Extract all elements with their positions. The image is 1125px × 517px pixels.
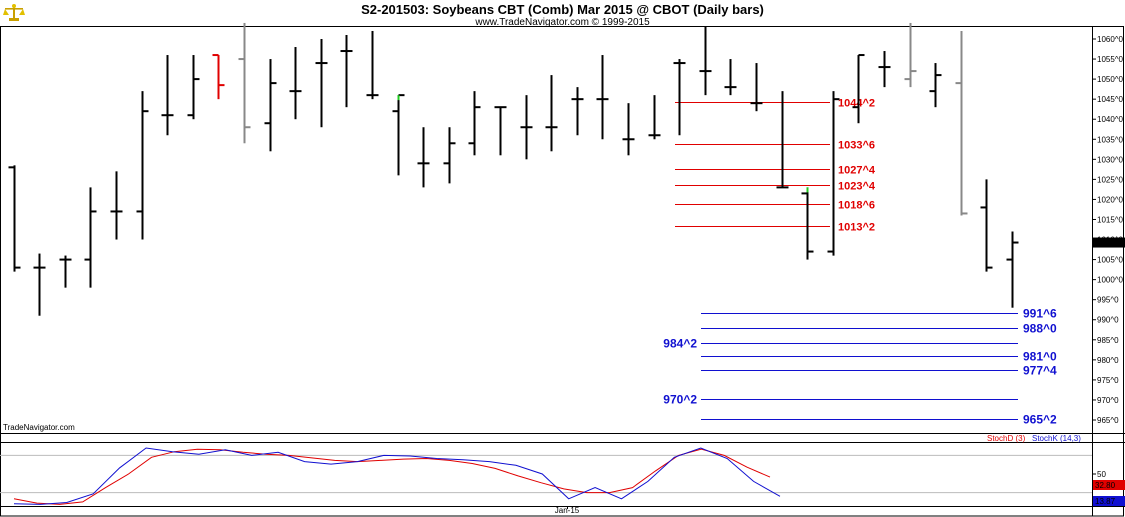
y-tick-label: 1055^0 [1097, 55, 1124, 64]
blue-level-label: 984^2 [663, 337, 697, 351]
ohlc-bar [494, 106, 507, 156]
red-level-label: 1013^2 [838, 222, 875, 234]
ohlc-bar [596, 55, 609, 140]
ohlc-bar [468, 91, 481, 156]
stoch-d-readout-box [1093, 480, 1125, 490]
ohlc-bar [443, 127, 456, 184]
y-tick-label: 1030^0 [1097, 155, 1124, 164]
y-tick-label: 1015^0 [1097, 215, 1124, 224]
last-price-label: 1009^2 [1095, 239, 1122, 248]
stoch-y-tick-label: 50 [1097, 470, 1106, 479]
y-tick-label: 1045^0 [1097, 95, 1124, 104]
ohlc-bar [776, 91, 789, 189]
y-tick-label: 1025^0 [1097, 175, 1124, 184]
chart-subtitle: www.TradeNavigator.com © 1999-2015 [475, 17, 650, 28]
ohlc-bar [161, 55, 174, 136]
ohlc-bar [520, 95, 533, 160]
ohlc-bar [84, 187, 97, 288]
ohlc-bar [417, 127, 430, 188]
red-level-label: 1033^6 [838, 140, 875, 152]
blue-level-label: 991^6 [1023, 307, 1057, 321]
chart-title: S2-201503: Soybeans CBT (Comb) Mar 2015 … [361, 2, 764, 17]
stoch-k-readout-box [1093, 496, 1125, 506]
stoch-d-line [13, 448, 771, 505]
y-tick-label: 965^0 [1097, 416, 1119, 425]
y-tick-label: 990^0 [1097, 316, 1119, 325]
ohlc-bar [264, 59, 277, 152]
ohlc-bar [136, 91, 149, 240]
red-level-label: 1044^2 [838, 98, 875, 110]
ohlc-bar [699, 26, 712, 96]
ohlc-bar [33, 253, 46, 316]
ohlc-bar [904, 22, 917, 88]
blue-level-label: 970^2 [663, 393, 697, 407]
ohlc-bar [929, 63, 942, 108]
ohlc-bar [801, 187, 814, 260]
ohlc-bar [392, 94, 405, 176]
y-tick-label: 975^0 [1097, 376, 1119, 385]
x-axis-label: Jan-15 [555, 506, 580, 515]
chart-frame [0, 26, 1124, 517]
ohlc-bar [571, 87, 584, 136]
ohlc-bar [289, 47, 302, 120]
ohlc-bar [110, 171, 123, 240]
red-level-label: 1027^4 [838, 165, 876, 177]
ohlc-bar [878, 51, 891, 88]
ohlc-bar [827, 91, 840, 256]
y-tick-label: 995^0 [1097, 296, 1119, 305]
ohlc-bar [238, 22, 251, 144]
ohlc-bar [545, 75, 558, 152]
y-tick-label: 1060^0 [1097, 35, 1124, 44]
ohlc-bar [1006, 231, 1019, 308]
ohlc-bar [852, 54, 865, 124]
last-price-box [1093, 237, 1125, 248]
stoch-d-readout: 32.80 [1095, 481, 1116, 490]
stoch-d-legend: StochD (3) [987, 434, 1026, 443]
ohlc-bar [955, 30, 968, 216]
y-tick-label: 1050^0 [1097, 75, 1124, 84]
blue-level-label: 965^2 [1023, 413, 1057, 427]
stoch-k-readout: 13.87 [1095, 497, 1116, 506]
ohlc-bar [724, 59, 737, 96]
y-tick-label: 1020^0 [1097, 195, 1124, 204]
tradenavigator-credit: TradeNavigator.com [3, 423, 75, 432]
blue-level-label: 977^4 [1023, 364, 1057, 378]
y-tick-label: 1000^0 [1097, 276, 1124, 285]
blue-level-label: 981^0 [1023, 350, 1057, 364]
ohlc-bar [59, 255, 72, 288]
red-level-label: 1023^4 [838, 181, 876, 193]
ohlc-bar [648, 95, 661, 140]
y-tick-label: 1040^0 [1097, 115, 1124, 124]
stoch-k-legend: StochK (14,3) [1032, 434, 1081, 443]
ohlc-bar [673, 59, 686, 136]
y-tick-label: 1005^0 [1097, 256, 1124, 265]
ohlc-bar [980, 179, 993, 272]
ohlc-bar [340, 34, 353, 108]
blue-level-label: 988^0 [1023, 322, 1057, 336]
ohlc-bar [212, 54, 225, 100]
ohlc-bar [315, 39, 328, 128]
y-tick-label: 970^0 [1097, 396, 1119, 405]
red-level-label: 1018^6 [838, 200, 875, 212]
ohlc-bar [750, 63, 763, 112]
y-tick-label: 1035^0 [1097, 135, 1124, 144]
stoch-k-line [13, 447, 781, 505]
ohlc-bar [622, 103, 635, 156]
ohlc-bar [8, 165, 21, 272]
y-tick-label: 980^0 [1097, 356, 1119, 365]
y-tick-label: 985^0 [1097, 336, 1119, 345]
scale-icon[interactable] [3, 3, 25, 23]
ohlc-bar [187, 55, 200, 120]
ohlc-bar [366, 30, 379, 100]
